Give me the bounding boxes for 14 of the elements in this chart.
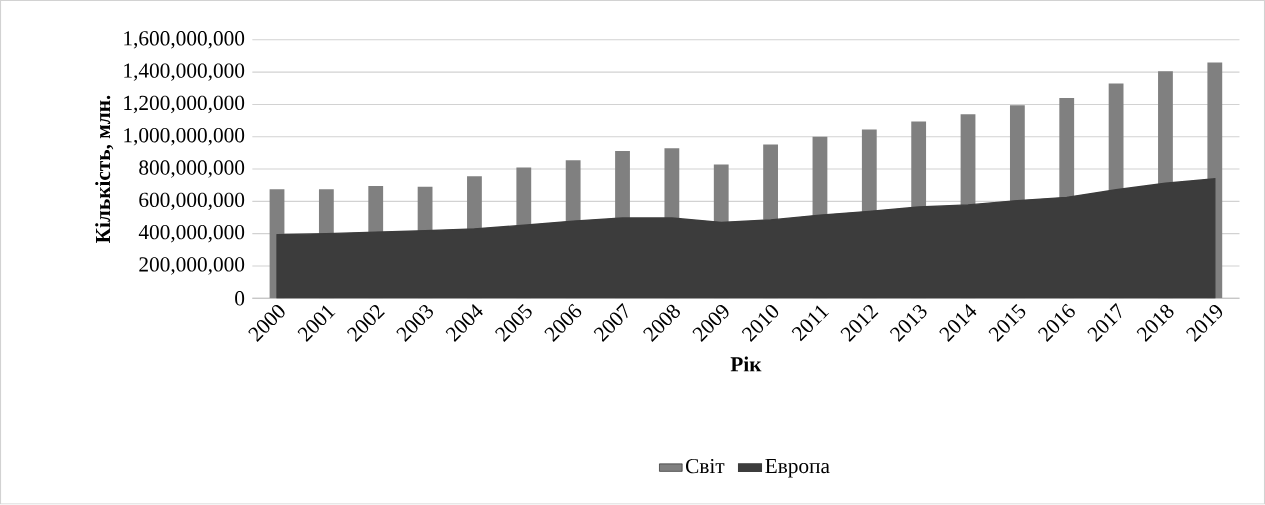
y-tick-label: 1,400,000,000: [124, 63, 245, 82]
y-tick-label: 0: [235, 291, 245, 306]
legend-label: Европа: [765, 459, 830, 478]
y-tick-label: 1,600,000,000: [124, 31, 245, 49]
y-tick-label: 400,000,000: [138, 225, 245, 243]
x-axis-title: Рік: [730, 356, 762, 372]
x-tick-label: 2011: [791, 305, 830, 342]
legend-label: Світ: [686, 459, 725, 474]
y-tick-label: 600,000,000: [139, 192, 245, 211]
y-tick-label: 800,000,000: [139, 160, 245, 178]
y-axis-title: Кількість, млн.: [95, 95, 114, 244]
y-tick-label: 1,000,000,000: [124, 128, 245, 146]
y-tick-label: 1,200,000,000: [124, 95, 245, 114]
y-tick-label: 200,000,000: [139, 257, 245, 275]
